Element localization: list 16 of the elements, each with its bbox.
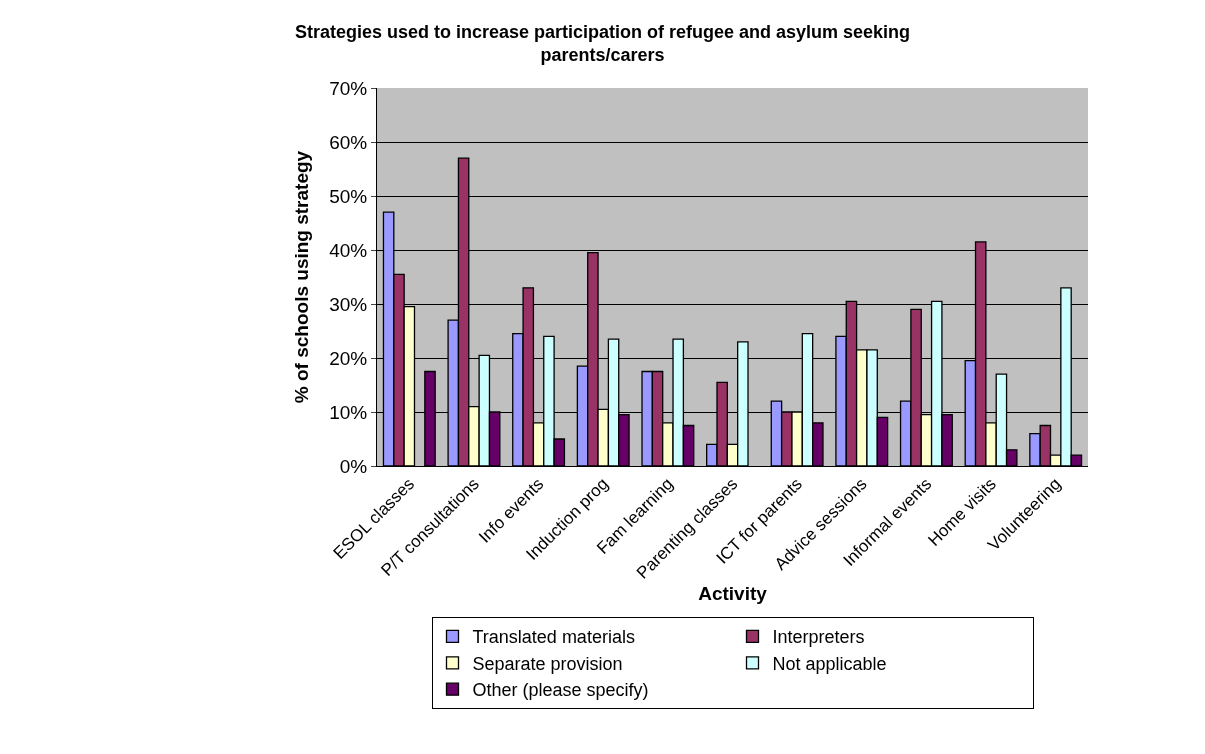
y-tick-label: 70% (329, 77, 368, 99)
chart-title: Strategies used to increase participation of refugee and asylum seeking parents/carers (294, 21, 911, 66)
y-tick-label: 40% (329, 239, 368, 261)
legend-label: Separate provision (472, 653, 623, 674)
legend-label: Translated materials (472, 627, 635, 648)
y-tick-label: 10% (329, 401, 368, 423)
legend-label: Not applicable (772, 653, 887, 674)
y-tick-label: 20% (329, 347, 368, 369)
legend-label: Interpreters (772, 627, 865, 648)
y-axis-title: % of schools using strategy (291, 150, 313, 404)
y-tick-label: 0% (339, 455, 368, 477)
legend-label: Other (please specify) (472, 680, 649, 701)
y-tick-label: 50% (329, 185, 368, 207)
y-tick-label: 30% (329, 293, 368, 315)
x-axis-title: Activity (698, 582, 768, 604)
y-tick-label: 60% (329, 131, 368, 153)
